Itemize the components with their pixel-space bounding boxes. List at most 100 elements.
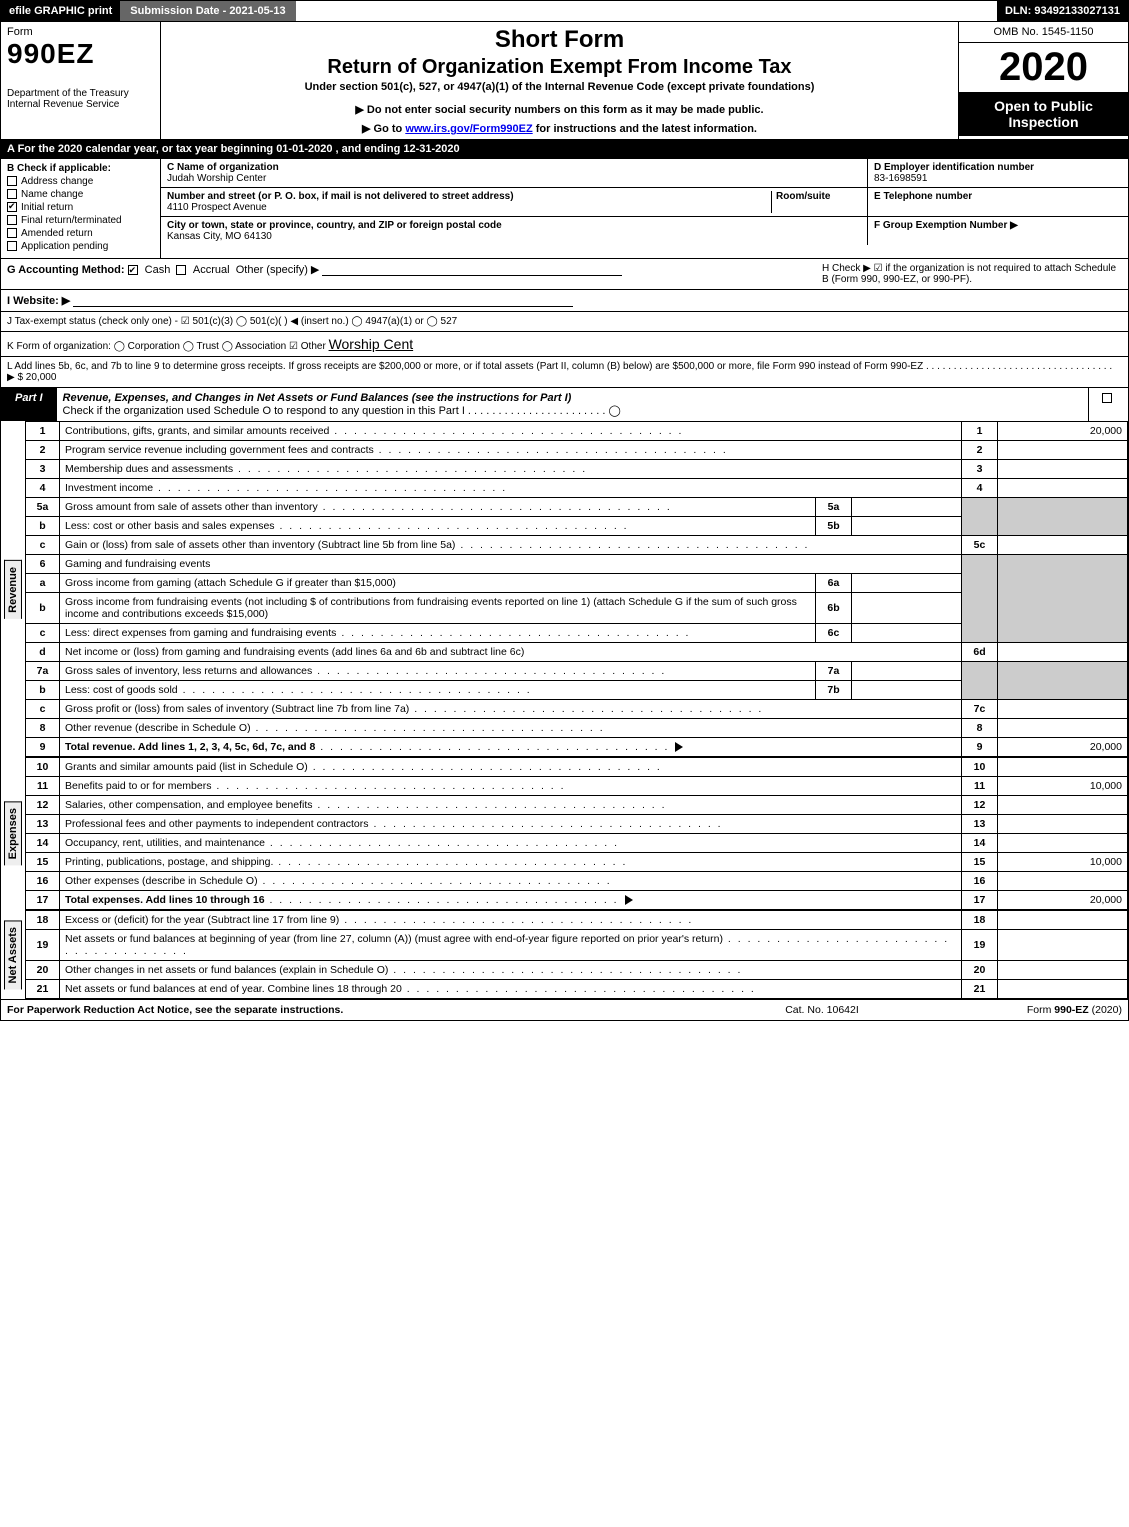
line-5c: cGain or (loss) from sale of assets othe… — [26, 536, 1128, 555]
c-name-hd: C Name of organization — [167, 162, 861, 173]
netassets-section: Net Assets 18Excess or (deficit) for the… — [1, 910, 1128, 999]
chk-initial-return[interactable]: Initial return — [7, 202, 154, 213]
d-ein-cell: D Employer identification number 83-1698… — [868, 159, 1128, 187]
d-ein-hd: D Employer identification number — [874, 162, 1122, 173]
c-name-cell: C Name of organization Judah Worship Cen… — [161, 159, 868, 187]
k-text: K Form of organization: ◯ Corporation ◯ … — [7, 341, 329, 352]
line-19: 19Net assets or fund balances at beginni… — [26, 930, 1128, 961]
ein-value: 83-1698591 — [874, 173, 1122, 184]
open-to-public-badge: Open to Public Inspection — [959, 92, 1128, 136]
part-i-title-text: Revenue, Expenses, and Changes in Net As… — [63, 392, 572, 404]
e-phone-cell: E Telephone number — [868, 188, 1128, 216]
dln-label: DLN: 93492133027131 — [997, 1, 1128, 21]
line-2: 2Program service revenue including gover… — [26, 441, 1128, 460]
ssn-warning: ▶ Do not enter social security numbers o… — [167, 103, 952, 116]
line-11: 11Benefits paid to or for members1110,00… — [26, 777, 1128, 796]
org-address: 4110 Prospect Avenue — [167, 202, 771, 213]
row-g-h: G Accounting Method: Cash Accrual Other … — [1, 258, 1128, 289]
g-accrual: Accrual — [193, 264, 230, 276]
opt-application-pending: Application pending — [21, 241, 108, 252]
block-b-cdef: B Check if applicable: Address change Na… — [1, 158, 1128, 258]
form-number: 990EZ — [7, 38, 154, 70]
line-13: 13Professional fees and other payments t… — [26, 815, 1128, 834]
g-accounting: G Accounting Method: Cash Accrual Other … — [7, 263, 822, 285]
netassets-vlabel: Net Assets — [4, 920, 22, 989]
line-17: 17Total expenses. Add lines 10 through 1… — [26, 891, 1128, 910]
arrow-icon — [675, 742, 683, 752]
c-addr-cell: Number and street (or P. O. box, if mail… — [161, 188, 868, 216]
opt-name-change: Name change — [21, 189, 83, 200]
line-14: 14Occupancy, rent, utilities, and mainte… — [26, 834, 1128, 853]
tax-year: 2020 — [959, 43, 1128, 92]
part-i-checkbox[interactable] — [1088, 388, 1128, 421]
g-other-blank[interactable] — [322, 264, 622, 276]
row-j-taxexempt: J Tax-exempt status (check only one) - ☑… — [1, 311, 1128, 331]
c-city-hd: City or town, state or province, country… — [167, 220, 861, 231]
revenue-table: 1Contributions, gifts, grants, and simil… — [25, 421, 1128, 757]
k-other-value: Worship Cent — [329, 336, 414, 352]
row-i-website: I Website: ▶ — [1, 289, 1128, 311]
submission-date-badge: Submission Date - 2021-05-13 — [120, 1, 295, 21]
header-mid: Short Form Return of Organization Exempt… — [161, 22, 958, 139]
g-cash: Cash — [145, 264, 171, 276]
line-1: 1Contributions, gifts, grants, and simil… — [26, 422, 1128, 441]
netassets-table: 18Excess or (deficit) for the year (Subt… — [25, 910, 1128, 999]
revenue-vlabel: Revenue — [4, 560, 22, 619]
part-i-title: Revenue, Expenses, and Changes in Net As… — [57, 388, 1088, 421]
footer-left: For Paperwork Reduction Act Notice, see … — [7, 1004, 722, 1016]
line-20: 20Other changes in net assets or fund ba… — [26, 961, 1128, 980]
chk-application-pending[interactable]: Application pending — [7, 241, 154, 252]
opt-address-change: Address change — [21, 176, 93, 187]
row-l-grossreceipts: L Add lines 5b, 6c, and 7b to line 9 to … — [1, 356, 1128, 387]
f-group-hd: F Group Exemption Number ▶ — [874, 220, 1122, 231]
chk-final-return[interactable]: Final return/terminated — [7, 215, 154, 226]
under-section-text: Under section 501(c), 527, or 4947(a)(1)… — [167, 81, 952, 93]
line-12: 12Salaries, other compensation, and empl… — [26, 796, 1128, 815]
line-7c: cGross profit or (loss) from sales of in… — [26, 700, 1128, 719]
form-header: Form 990EZ Department of the Treasury In… — [1, 21, 1128, 139]
goto-text: ▶ Go to www.irs.gov/Form990EZ for instru… — [167, 122, 952, 135]
chk-address-change[interactable]: Address change — [7, 176, 154, 187]
line-5a: 5aGross amount from sale of assets other… — [26, 498, 1128, 517]
expenses-table: 10Grants and similar amounts paid (list … — [25, 757, 1128, 910]
g-other: Other (specify) ▶ — [236, 264, 320, 276]
line-3: 3Membership dues and assessments3 — [26, 460, 1128, 479]
revenue-section: Revenue 1Contributions, gifts, grants, a… — [1, 421, 1128, 757]
irs-link[interactable]: www.irs.gov/Form990EZ — [405, 123, 532, 135]
header-left: Form 990EZ Department of the Treasury In… — [1, 22, 161, 139]
line-16: 16Other expenses (describe in Schedule O… — [26, 872, 1128, 891]
part-i-tag: Part I — [1, 388, 57, 421]
b-label: B Check if applicable: — [7, 163, 154, 174]
chk-name-change[interactable]: Name change — [7, 189, 154, 200]
efile-print-button[interactable]: efile GRAPHIC print — [1, 1, 120, 21]
topbar-spacer — [296, 1, 997, 21]
goto-post: for instructions and the latest informat… — [533, 123, 757, 135]
row-a-taxyear: A For the 2020 calendar year, or tax yea… — [1, 139, 1128, 158]
website-blank[interactable] — [73, 295, 573, 307]
opt-initial-return: Initial return — [21, 202, 73, 213]
form-word: Form — [7, 26, 154, 38]
footer-mid: Cat. No. 10642I — [722, 1004, 922, 1016]
org-city: Kansas City, MO 64130 — [167, 231, 861, 242]
line-8: 8Other revenue (describe in Schedule O)8 — [26, 719, 1128, 738]
g-label: G Accounting Method: — [7, 264, 125, 276]
expenses-section: Expenses 10Grants and similar amounts pa… — [1, 757, 1128, 910]
c-addr-hd: Number and street (or P. O. box, if mail… — [167, 191, 771, 202]
line-9: 9Total revenue. Add lines 1, 2, 3, 4, 5c… — [26, 738, 1128, 757]
room-hd: Room/suite — [776, 191, 861, 202]
h-schedule-b: H Check ▶ ☑ if the organization is not r… — [822, 263, 1122, 285]
col-cdef: C Name of organization Judah Worship Cen… — [161, 159, 1128, 258]
department-label: Department of the Treasury Internal Reve… — [7, 88, 154, 110]
row-k-formorg: K Form of organization: ◯ Corporation ◯ … — [1, 331, 1128, 356]
line-7a: 7aGross sales of inventory, less returns… — [26, 662, 1128, 681]
expenses-vlabel: Expenses — [4, 801, 22, 865]
chk-cash[interactable] — [128, 265, 138, 275]
chk-amended-return[interactable]: Amended return — [7, 228, 154, 239]
chk-accrual[interactable] — [176, 265, 186, 275]
footer-right: Form 990-EZ (2020) — [922, 1004, 1122, 1016]
line-21: 21Net assets or fund balances at end of … — [26, 980, 1128, 999]
short-form-title: Short Form — [167, 26, 952, 54]
c-city-cell: City or town, state or province, country… — [161, 217, 868, 245]
line-4: 4Investment income4 — [26, 479, 1128, 498]
return-title: Return of Organization Exempt From Incom… — [167, 56, 952, 79]
